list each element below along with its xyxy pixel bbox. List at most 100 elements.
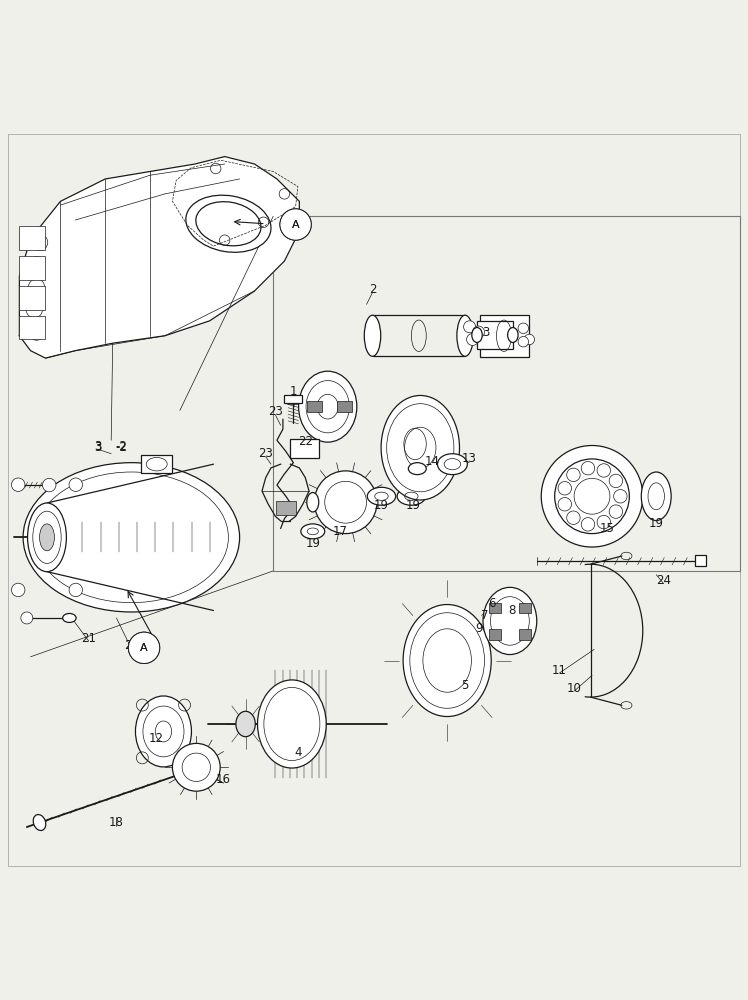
Ellipse shape xyxy=(472,328,482,342)
Text: 24: 24 xyxy=(656,574,671,587)
Circle shape xyxy=(518,323,529,334)
Ellipse shape xyxy=(364,315,381,356)
Text: 19: 19 xyxy=(649,517,663,530)
Ellipse shape xyxy=(236,711,255,737)
Ellipse shape xyxy=(301,524,325,539)
Circle shape xyxy=(518,336,529,347)
Bar xyxy=(489,603,501,613)
Text: 13: 13 xyxy=(462,452,477,465)
Circle shape xyxy=(28,279,45,295)
Text: 7: 7 xyxy=(481,609,488,622)
Circle shape xyxy=(467,334,479,345)
Text: 9: 9 xyxy=(475,622,482,635)
Ellipse shape xyxy=(438,454,468,475)
Ellipse shape xyxy=(23,463,239,612)
Ellipse shape xyxy=(348,484,374,520)
Bar xyxy=(477,321,513,349)
Text: 19: 19 xyxy=(406,499,421,512)
Ellipse shape xyxy=(135,696,191,767)
Circle shape xyxy=(26,301,43,318)
Ellipse shape xyxy=(641,472,671,521)
Bar xyxy=(290,439,319,458)
Text: 19: 19 xyxy=(374,499,389,512)
Bar xyxy=(695,555,706,566)
Circle shape xyxy=(314,471,377,534)
Bar xyxy=(276,501,295,515)
Circle shape xyxy=(28,257,45,273)
Bar xyxy=(19,316,46,339)
Ellipse shape xyxy=(408,463,426,475)
Ellipse shape xyxy=(307,493,319,512)
Text: -2: -2 xyxy=(116,440,128,453)
Text: A: A xyxy=(292,220,299,230)
Bar xyxy=(284,395,302,403)
Bar xyxy=(273,216,740,571)
Bar xyxy=(19,226,46,250)
Text: 15: 15 xyxy=(599,522,614,535)
Text: A: A xyxy=(140,643,148,653)
Bar xyxy=(519,603,531,613)
Text: 23: 23 xyxy=(268,405,283,418)
Text: 1: 1 xyxy=(289,385,297,398)
Ellipse shape xyxy=(403,605,491,717)
Text: 17: 17 xyxy=(333,525,348,538)
Bar xyxy=(480,315,529,357)
Text: 6: 6 xyxy=(488,597,496,610)
Text: 5: 5 xyxy=(462,679,469,692)
Circle shape xyxy=(11,478,25,491)
Bar xyxy=(19,256,46,280)
Text: 20: 20 xyxy=(124,639,139,652)
Bar xyxy=(519,629,531,640)
Text: A: A xyxy=(292,220,299,230)
Text: 3: 3 xyxy=(94,440,102,453)
Text: 16: 16 xyxy=(215,773,230,786)
Circle shape xyxy=(129,632,160,664)
Circle shape xyxy=(173,743,220,791)
Ellipse shape xyxy=(397,487,426,505)
Text: 12: 12 xyxy=(149,732,164,745)
Bar xyxy=(307,401,322,412)
Circle shape xyxy=(542,445,643,547)
Circle shape xyxy=(464,321,476,333)
Ellipse shape xyxy=(63,613,76,622)
Ellipse shape xyxy=(367,487,396,505)
Bar xyxy=(489,629,501,640)
Text: 3: 3 xyxy=(94,441,102,454)
Text: 3: 3 xyxy=(482,326,490,339)
Circle shape xyxy=(21,612,33,624)
Circle shape xyxy=(69,583,82,597)
Circle shape xyxy=(280,209,311,240)
Text: A: A xyxy=(140,643,148,653)
Circle shape xyxy=(129,632,160,664)
Ellipse shape xyxy=(33,815,46,831)
Ellipse shape xyxy=(298,371,357,442)
Text: 23: 23 xyxy=(258,447,273,460)
Text: 8: 8 xyxy=(509,604,516,617)
Text: 11: 11 xyxy=(552,664,567,677)
Circle shape xyxy=(280,209,311,240)
Circle shape xyxy=(524,334,535,345)
Ellipse shape xyxy=(257,680,326,768)
Circle shape xyxy=(473,326,485,338)
Ellipse shape xyxy=(457,315,473,356)
Ellipse shape xyxy=(186,195,271,252)
Ellipse shape xyxy=(28,503,67,572)
Ellipse shape xyxy=(381,395,459,500)
Text: -2: -2 xyxy=(116,441,128,454)
Text: 19: 19 xyxy=(305,537,320,550)
Circle shape xyxy=(11,583,25,597)
Circle shape xyxy=(69,478,82,491)
Ellipse shape xyxy=(508,328,518,342)
Ellipse shape xyxy=(483,587,537,655)
Polygon shape xyxy=(19,157,299,358)
Bar xyxy=(19,286,46,310)
Circle shape xyxy=(43,478,56,492)
Text: 10: 10 xyxy=(567,682,581,695)
Text: 22: 22 xyxy=(298,435,313,448)
Text: 4: 4 xyxy=(294,746,301,759)
Text: 14: 14 xyxy=(425,455,440,468)
Circle shape xyxy=(28,324,45,340)
Bar xyxy=(141,455,173,473)
Ellipse shape xyxy=(40,524,55,551)
Text: 2: 2 xyxy=(369,283,376,296)
